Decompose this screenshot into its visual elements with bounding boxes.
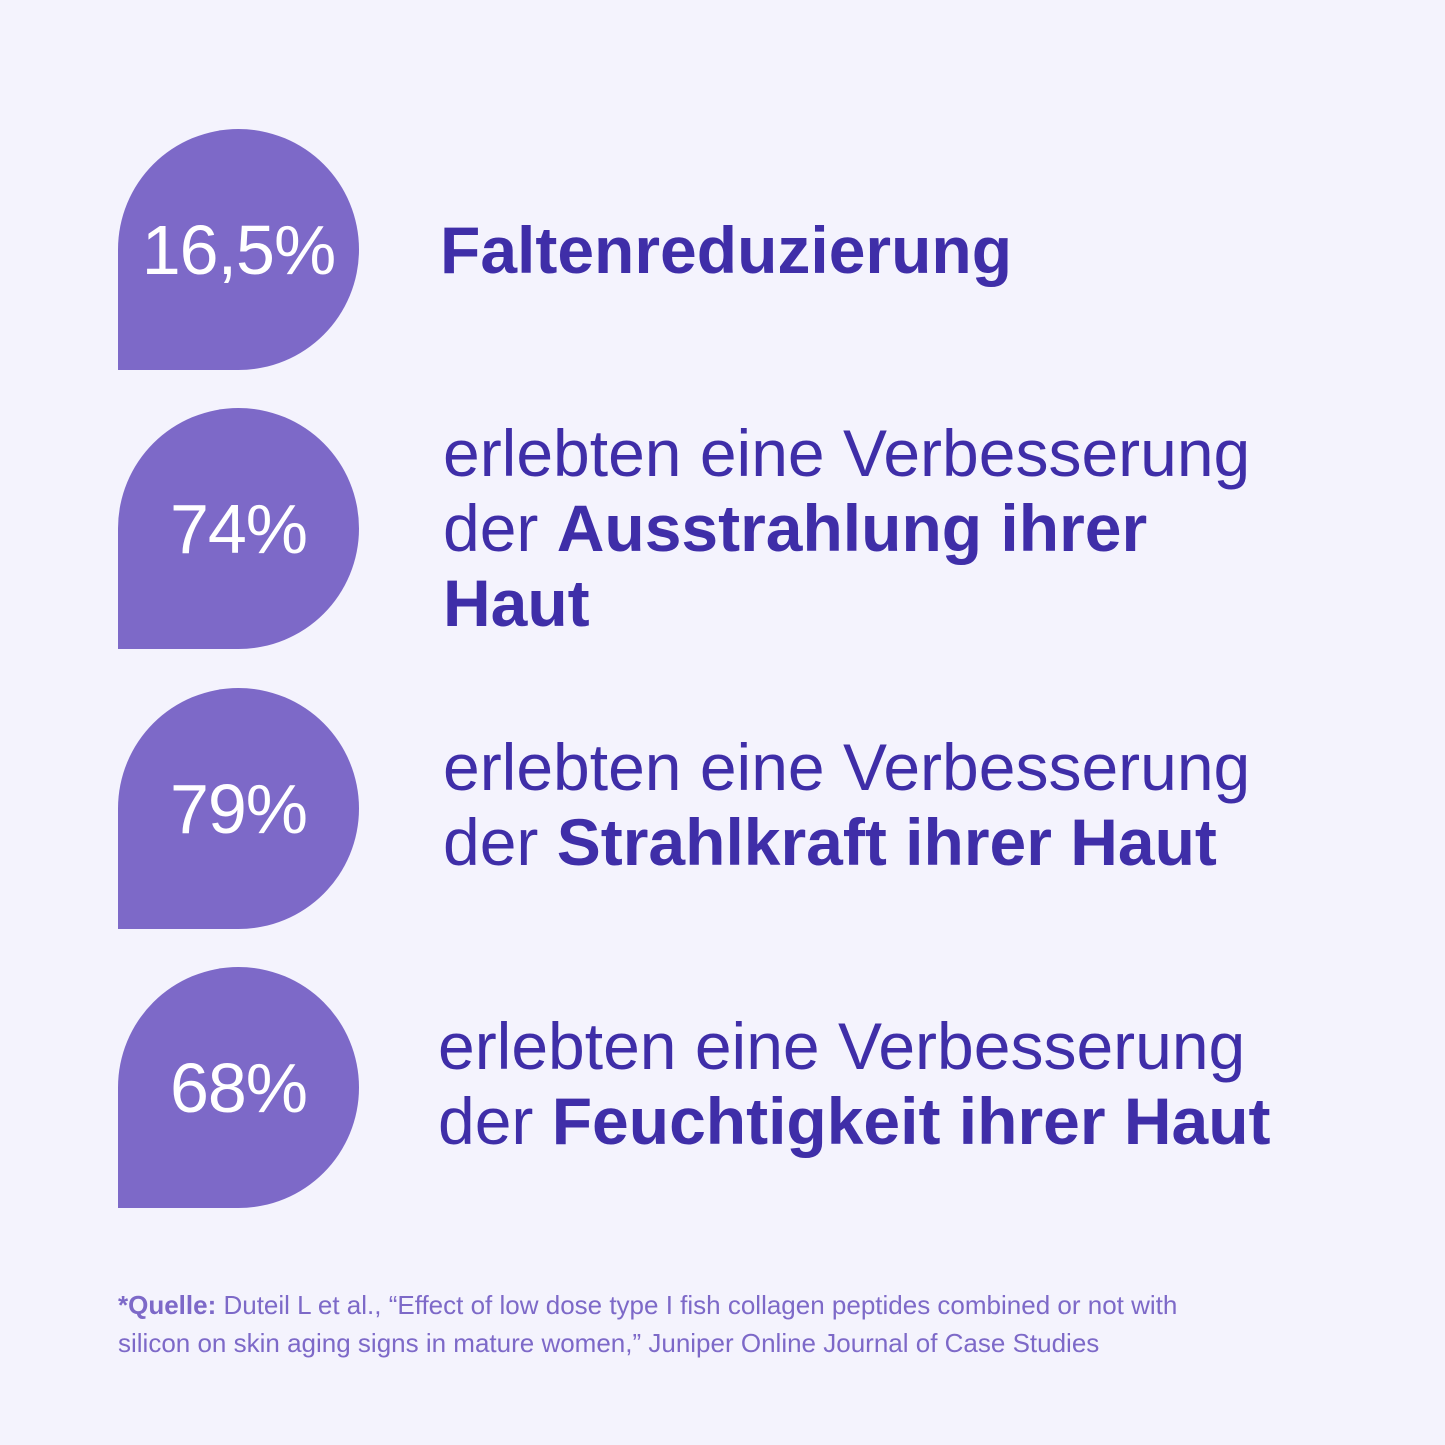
percentage-drop-shape: 79%	[118, 688, 359, 929]
stat-row-moisture: 68% erlebten eine Verbesserung der Feuch…	[118, 967, 1418, 1208]
stat-regular-text: erlebten eine Verbesserung	[443, 730, 1251, 804]
stat-bold-text: Strahlkraft ihrer Haut	[556, 805, 1217, 879]
stat-description: erlebten eine Verbesserung der Ausstrahl…	[443, 416, 1250, 641]
stat-regular-text: erlebten eine Verbesserung	[438, 1009, 1246, 1083]
stat-bold-text: Haut	[443, 566, 590, 640]
stat-line-1: Faltenreduzierung	[440, 213, 1012, 288]
stat-regular-text: erlebten eine Verbesserung	[443, 416, 1251, 490]
stat-row-radiance: 74% erlebten eine Verbesserung der Ausst…	[118, 408, 1418, 649]
source-label: *Quelle:	[118, 1290, 217, 1320]
stat-row-wrinkle-reduction: 16,5% Faltenreduzierung	[118, 129, 1418, 370]
stat-bold-text: Feuchtigkeit ihrer Haut	[551, 1084, 1271, 1158]
stat-line-2: der Ausstrahlung ihrer	[443, 491, 1250, 566]
percentage-value: 16,5%	[141, 210, 336, 289]
percentage-value: 74%	[169, 489, 308, 568]
stat-line-1: erlebten eine Verbesserung	[438, 1009, 1271, 1084]
stat-line-2: der Strahlkraft ihrer Haut	[443, 805, 1250, 880]
source-citation: Duteil L et al., “Effect of low dose typ…	[118, 1290, 1178, 1358]
stat-bold-text: Faltenreduzierung	[440, 213, 1013, 287]
stat-line-1: erlebten eine Verbesserung	[443, 416, 1250, 491]
percentage-drop-shape: 16,5%	[118, 129, 359, 370]
percentage-drop-shape: 68%	[118, 967, 359, 1208]
stat-line-1: erlebten eine Verbesserung	[443, 730, 1250, 805]
stat-description: erlebten eine Verbesserung der Feuchtigk…	[438, 1009, 1271, 1159]
stat-description: Faltenreduzierung	[440, 213, 1012, 288]
stat-line-2: der Feuchtigkeit ihrer Haut	[438, 1084, 1271, 1159]
percentage-drop-shape: 74%	[118, 408, 359, 649]
stat-regular-text: der	[443, 491, 557, 565]
stat-description: erlebten eine Verbesserung der Strahlkra…	[443, 730, 1250, 880]
stat-regular-text: der	[443, 805, 557, 879]
stat-bold-text: Ausstrahlung ihrer	[556, 491, 1148, 565]
stat-line-3: Haut	[443, 566, 1250, 641]
percentage-value: 79%	[169, 769, 308, 848]
source-footnote: *Quelle: Duteil L et al., “Effect of low…	[118, 1286, 1198, 1362]
stat-row-glow: 79% erlebten eine Verbesserung der Strah…	[118, 688, 1418, 929]
stat-regular-text: der	[438, 1084, 552, 1158]
percentage-value: 68%	[169, 1048, 308, 1127]
